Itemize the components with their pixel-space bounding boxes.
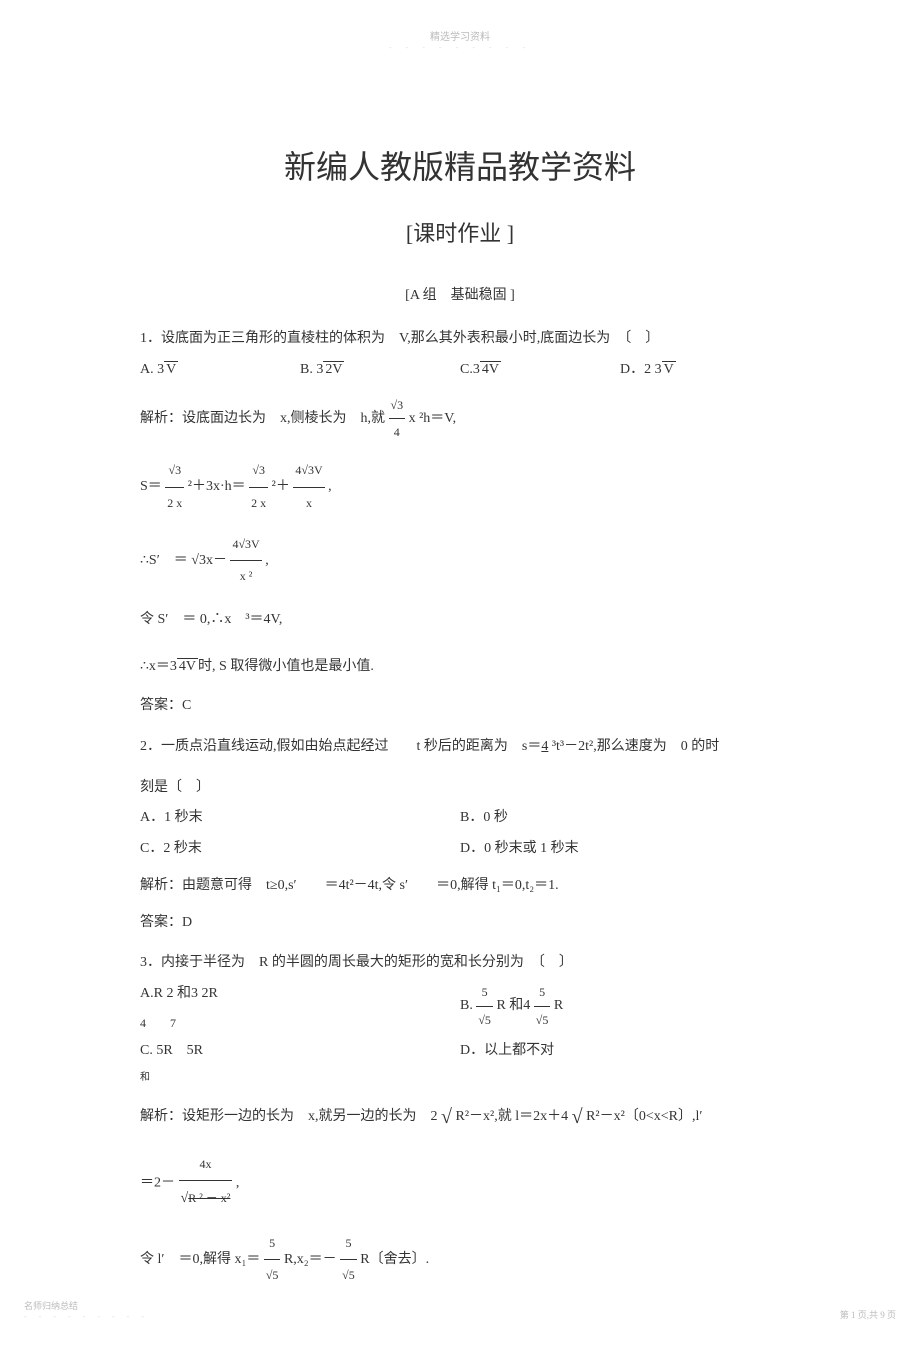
frac-5-sqrt5-b: 5 √5 [340, 1228, 357, 1291]
footer-left-dots: - - - - - - - - - [24, 1312, 149, 1321]
q3-a3c: R〔舍去〕. [360, 1252, 429, 1267]
q1-stem: 1．设底面为正三角形的直棱柱的体积为 V,那么其外表积最小时,底面边长为 〔 〕 [140, 324, 780, 355]
q2-option-b: B．0 秒 [460, 803, 780, 834]
section-label: [A 组 基础稳固 ] [140, 284, 780, 304]
sqrt-icon: √ [572, 1106, 583, 1128]
q3-a1b: R²－x²,就 l＝2x＋4 [455, 1109, 568, 1124]
q1-line4: 令 S′ ＝ 0,∴x ³＝4V, [140, 602, 780, 638]
q2-option-a: A．1 秒末 [140, 803, 460, 834]
q3-analysis-1: 解析：设矩形一边的长为 x,就另一边的长为 2 √ R²－x²,就 l＝2x＋4… [140, 1095, 780, 1139]
q3-stem: 3．内接于半径为 R 的半圆的周长最大的矩形的宽和长分别为 〔 〕 [140, 948, 780, 979]
q1-line5: ∴x＝34V时, S 取得微小值也是最小值. [140, 649, 780, 685]
q1-formula-S: S＝ √3 2 x ²＋3x·h＝ √3 2 x ²＋ 4√3V x , [140, 455, 780, 518]
q3-a2a: ＝2－ [140, 1176, 175, 1191]
q3-analysis-3: 令 l′ ＝0,解得 x₁＝ 5 √5 R,x₂＝－ 5 √5 R〔舍去〕. [140, 1228, 780, 1291]
sqrt-icon: √ [441, 1106, 452, 1128]
q1-Sprime-left: ∴S′ ＝ √3x－ [140, 553, 227, 568]
q1-formula-Sprime: ∴S′ ＝ √3x－ 4√3V x ² , [140, 529, 780, 592]
q3-a1c: R²－x²〔0<x<R〕,l′ [586, 1109, 702, 1124]
frac-5-sqrt5-a: 5 √5 [264, 1228, 281, 1291]
q3-a3b: R,x₂＝－ [284, 1252, 337, 1267]
q1-option-b: B. 32V [300, 355, 460, 386]
q3-opt-a-l1: A.R 2 和3 2R [140, 986, 218, 1001]
q2-options: A．1 秒末 B．0 秒 C．2 秒末 D．0 秒末或 1 秒末 [140, 803, 780, 865]
q1-S-left: S＝ [140, 479, 162, 494]
q2-option-d: D．0 秒末或 1 秒末 [460, 834, 780, 865]
q3-option-c: C. 5R 5R 和 [140, 1036, 460, 1089]
footer-left-text: 名师归纳总结 [24, 1299, 149, 1312]
q2-stem1: 2．一质点沿直线运动,假如由始点起经过 t 秒后的距离为 s＝ [140, 739, 541, 754]
q1-analysis-label: 解析：设底面边长为 x,侧棱长为 h,就 [140, 411, 385, 426]
q1-S-mid: ²＋3x·h＝ [188, 479, 246, 494]
q1-options: A. 3V B. 32V C.34V D．2 3V [140, 355, 780, 386]
q1-analysis-1: 解析：设底面边长为 x,侧棱长为 h,就 √3 4 x ²h＝V, [140, 392, 780, 446]
q1-answer: 答案：C [140, 691, 780, 722]
sub-title: [课时作业 ] [140, 216, 780, 248]
q2-stem: 2．一质点沿直线运动,假如由始点起经过 t 秒后的距离为 s＝4 ³t³－2t²… [140, 732, 780, 763]
q3-opt-c-sub: 和 [140, 1067, 460, 1089]
q1-Sprime-end: , [265, 553, 269, 568]
q3-option-d: D．以上都不对 [460, 1036, 780, 1089]
q3-option-b: B. 5√5 R 和4 5√5 R [460, 979, 780, 1036]
header-watermark: 精选学习资料 [140, 28, 780, 43]
frac-4sqrt3V-x2: 4√3V x ² [230, 529, 261, 592]
q2-stem2: ³t³－2t²,那么速度为 0 的时 [548, 739, 719, 754]
header-dots: - - - - - - - - - [140, 43, 780, 52]
q1-analysis-1b: x ²h＝V, [409, 411, 457, 426]
frac-sqrt3-2b: √3 2 x [249, 455, 268, 518]
q3-a1a: 解析：设矩形一边的长为 x,就另一边的长为 2 [140, 1109, 438, 1124]
q2-analysis: 解析：由题意可得 t≥0,s′ ＝4t²－4t,令 s′ ＝0,解得 t₁＝0,… [140, 871, 780, 902]
q1-option-a: A. 3V [140, 355, 300, 386]
main-title: 新编人教版精品教学资料 [140, 142, 780, 188]
frac-sqrt3-2a: √3 2 x [165, 455, 184, 518]
q3-a2b: , [236, 1176, 240, 1191]
q3-analysis-2: ＝2－ 4x √R ² － x² , [140, 1149, 780, 1218]
q3-option-a: A.R 2 和3 2R 4 7 [140, 979, 460, 1036]
q1-option-c: C.34V [460, 355, 620, 386]
frac-sqrt3-4: √3 4 [389, 392, 406, 446]
q1-option-d: D．2 3V [620, 355, 780, 386]
q1-S-mid2: ²＋ [272, 479, 294, 494]
frac-4x-root: 4x √R ² － x² [179, 1149, 233, 1218]
q2-answer: 答案：D [140, 908, 780, 939]
q2-option-c: C．2 秒末 [140, 834, 460, 865]
q1-S-end: , [328, 479, 332, 494]
q3-opt-a-l2: 4 7 [140, 1010, 460, 1036]
frac-4sqrt3V-x: 4√3V x [293, 455, 324, 518]
q2-stem-line2: 刻是〔 〕 [140, 773, 780, 804]
document-page: 精选学习资料 - - - - - - - - - 新编人教版精品教学资料 [课时… [0, 0, 920, 1351]
q3-a3a: 令 l′ ＝0,解得 x₁＝ [140, 1252, 260, 1267]
footer-right: 第 1 页,共 9 页 [840, 1308, 896, 1321]
q3-options: A.R 2 和3 2R 4 7 B. 5√5 R 和4 5√5 R C. 5R … [140, 979, 780, 1089]
q3-opt-c-l1: C. 5R 5R [140, 1036, 460, 1067]
